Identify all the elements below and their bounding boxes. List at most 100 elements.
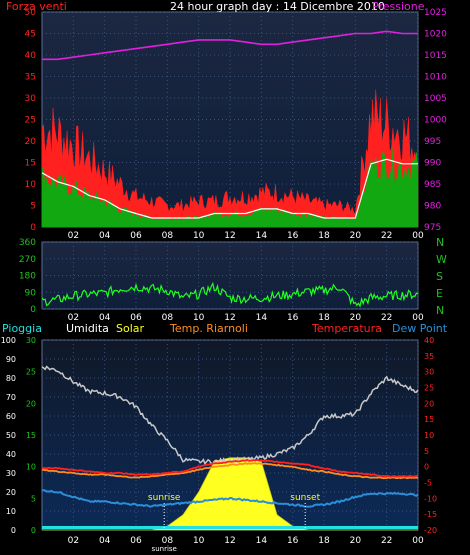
y-temp-tick: 5 [424,447,429,456]
x-tick-label: 00 [412,536,424,546]
x-tick-label: 02 [68,536,79,546]
y-right-tick: 980 [424,202,441,212]
direction-grid [42,241,419,310]
y-humidity-tick: 70 [6,393,16,402]
y-right-tick: 1025 [424,8,447,18]
wind-direction-line [41,281,419,308]
y-temp-tick: -5 [424,479,432,488]
y-left-tick: 50 [25,8,37,18]
wind-series [41,30,419,228]
temp-legend: Pioggia Umidita Solar Temp. Riarnoli Tempera… [2,322,448,335]
y-left-tick: 25 [25,116,36,126]
y-right-tick: 1010 [424,73,447,83]
y-left-tick: 5 [30,202,36,212]
x-tick-label: 16 [287,231,299,241]
x-tick-label: 10 [193,313,205,323]
x-tick-label: 20 [350,313,362,323]
rain-y-ticks: 0 5 10 15 20 25 30 [26,336,36,535]
y-tick: 270 [19,255,36,265]
x-tick-label: 12 [224,313,235,323]
x-tick-label: 10 [193,536,205,546]
y-temp-tick: 40 [424,336,434,345]
compass-label: N [436,304,444,317]
y-humidity-tick: 40 [6,450,16,459]
x-tick-label: 00 [412,313,424,323]
x-tick-label: 02 [68,231,79,241]
y-temp-tick: -10 [424,494,437,503]
direction-y-ticks: 0 90 180 270 360 [19,238,36,315]
temp-series [41,365,419,531]
x-tick-label: 18 [318,231,330,241]
x-tick-label: 08 [162,313,174,323]
x-tick-label: 04 [99,231,111,241]
y-right-tick: 1000 [424,116,447,126]
y-temp-tick: 25 [424,384,434,393]
temperature-y-ticks: -20 -15 -10 -5 0 5 10 15 20 25 30 35 40 [424,336,437,535]
y-humidity-tick: 100 [1,336,16,345]
sunrise-label: sunrise [148,493,181,503]
y-left-tick: 45 [25,30,36,40]
y-temp-tick: 35 [424,352,434,361]
x-tick-label: 14 [256,536,268,546]
y-right-tick: 1020 [424,30,447,40]
x-tick-label: 02 [68,313,79,323]
x-tick-label: 16 [287,313,299,323]
y-temp-tick: 0 [424,463,429,472]
legend-pressione: Pressione [372,0,425,13]
y-left-tick: 20 [25,137,37,147]
legend-item: Pioggia [2,322,42,335]
y-left-tick: 30 [25,94,37,104]
y-humidity-tick: 0 [11,526,16,535]
pressure-y-right-ticks: 975 980 985 990 995 1000 1005 1010 1015 1020 1025 [424,8,447,233]
y-right-tick: 975 [424,223,441,233]
y-left-tick: 35 [25,73,36,83]
x-tick-label: 14 [256,313,268,323]
x-tick-label: 22 [381,536,392,546]
x-tick-label: 06 [130,231,142,241]
x-tick-label: 18 [318,313,330,323]
legend-forza-venti: Forza venti [6,0,67,13]
x-tick-label: 22 [381,313,392,323]
y-left-tick: 0 [30,223,36,233]
x-tick-label: 00 [412,231,424,241]
x-tick-label: 06 [130,313,142,323]
x-tick-label: 22 [381,231,392,241]
y-right-tick: 1005 [424,94,447,104]
y-rain-tick: 15 [26,431,36,440]
y-temp-tick: 20 [424,399,434,408]
x-tick-label: 20 [350,231,362,241]
dewpoint-line [41,489,419,508]
x-tick-label: 12 [224,536,235,546]
y-right-tick: 990 [424,159,441,169]
x-tick-label: 08 [162,231,174,241]
y-rain-tick: 5 [31,494,36,503]
x-tick-label: 08 [162,536,174,546]
y-temp-tick: 10 [424,431,434,440]
x-tick-label: 12 [224,231,235,241]
sunset-label: sunset [290,493,320,503]
y-tick: 0 [30,305,36,315]
direction-series [41,281,419,308]
y-tick: 360 [19,238,36,248]
compass-label: W [436,253,447,266]
legend-item: Dew Point [392,322,448,335]
wind-x-ticks: 02 04 06 08 10 12 14 16 18 20 22 00 [68,231,424,241]
y-humidity-tick: 30 [6,469,16,478]
pressure-line [42,30,418,61]
y-rain-tick: 10 [26,463,36,472]
x-tick-label: 10 [193,231,205,241]
temp-x-ticks: 02 04 06 08 10 12 14 16 18 20 22 00 [68,536,424,546]
temperature-line [41,458,419,478]
y-tick: 90 [25,288,37,298]
direction-x-ticks: 02 04 06 08 10 12 14 16 18 20 22 00 [68,313,424,323]
x-tick-label: 04 [99,536,111,546]
x-tick-label: 20 [350,536,362,546]
y-humidity-tick: 20 [6,488,16,497]
y-rain-tick: 0 [31,526,36,535]
chart-title: 24 hour graph day : 14 Dicembre 2010 [170,0,385,13]
wind-y-left-ticks: 0 5 10 15 20 25 30 35 40 45 50 [25,8,37,233]
x-tick-label: 18 [318,536,330,546]
